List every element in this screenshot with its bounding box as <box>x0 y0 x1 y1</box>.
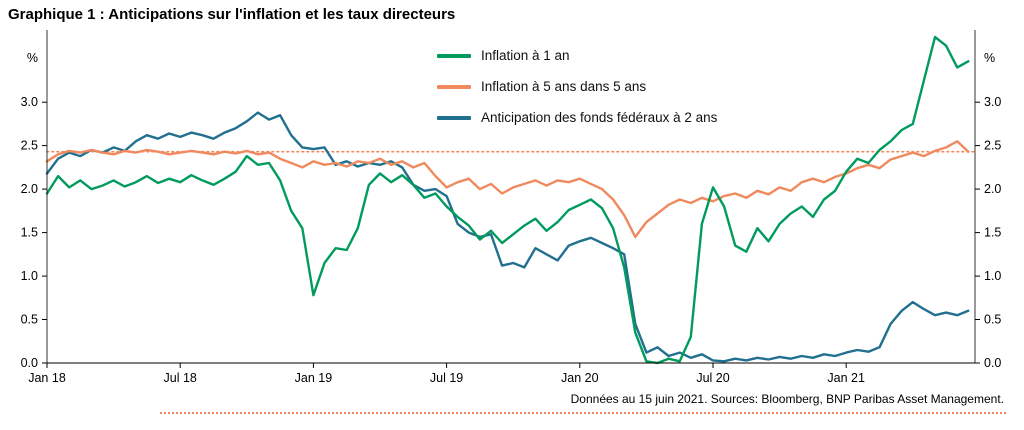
legend-item-fed-funds-2y: Anticipation des fonds fédéraux à 2 ans <box>437 108 717 127</box>
x-tick-label: Jan 21 <box>827 371 865 385</box>
legend-swatch-orange <box>437 84 471 89</box>
legend-item-inflation-5y5y: Inflation à 5 ans dans 5 ans <box>437 77 717 96</box>
x-tick-label: Jul 20 <box>696 371 729 385</box>
y-tick-label-right: 1.5 <box>984 226 1001 240</box>
y-tick-label-right: 2.0 <box>984 182 1001 196</box>
x-tick-label: Jan 20 <box>561 371 599 385</box>
y-tick-label-left: 2.5 <box>21 139 38 153</box>
source-note: Données au 15 juin 2021. Sources: Bloomb… <box>570 392 1004 406</box>
legend-swatch-green <box>437 53 471 58</box>
legend-swatch-blue <box>437 115 471 120</box>
line-chart: Jan 18 Jul 18 Jan 19 Jul 19 Jan 20 Jul 20 Jan … <box>21 30 1001 385</box>
y-tick-label-left: 1.5 <box>21 226 38 240</box>
legend-label: Inflation à 1 an <box>481 48 570 63</box>
y-tick-label-right: 1.0 <box>984 269 1001 283</box>
y-axis-unit-right: % <box>984 51 995 65</box>
series-line-2 <box>45 111 970 363</box>
x-tick-label: Jan 19 <box>295 371 333 385</box>
x-tick-label: Jul 19 <box>430 371 463 385</box>
dotted-separator <box>160 412 1006 414</box>
legend-label: Inflation à 5 ans dans 5 ans <box>481 79 647 94</box>
y-tick-label-left: 2.0 <box>21 182 38 196</box>
y-tick-label-left: 3.0 <box>21 95 38 109</box>
legend-label: Anticipation des fonds fédéraux à 2 ans <box>481 110 718 125</box>
chart-title: Graphique 1 : Anticipations sur l'inflat… <box>8 6 456 23</box>
series-line-1 <box>45 140 970 239</box>
y-tick-label-right: 0.0 <box>984 356 1001 370</box>
y-tick-label-left: 0.0 <box>21 356 38 370</box>
y-tick-label-right: 3.0 <box>984 95 1001 109</box>
y-tick-label-right: 0.5 <box>984 313 1001 327</box>
series-line-0 <box>45 35 970 365</box>
legend-item-inflation-1y: Inflation à 1 an <box>437 46 717 65</box>
y-axis-unit-left: % <box>27 51 38 65</box>
x-tick-label: Jan 18 <box>28 371 66 385</box>
chart-legend: Inflation à 1 an Inflation à 5 ans dans … <box>437 46 717 127</box>
y-tick-label-left: 1.0 <box>21 269 38 283</box>
y-tick-label-left: 0.5 <box>21 313 38 327</box>
y-tick-label-right: 2.5 <box>984 139 1001 153</box>
x-tick-label: Jul 18 <box>164 371 197 385</box>
